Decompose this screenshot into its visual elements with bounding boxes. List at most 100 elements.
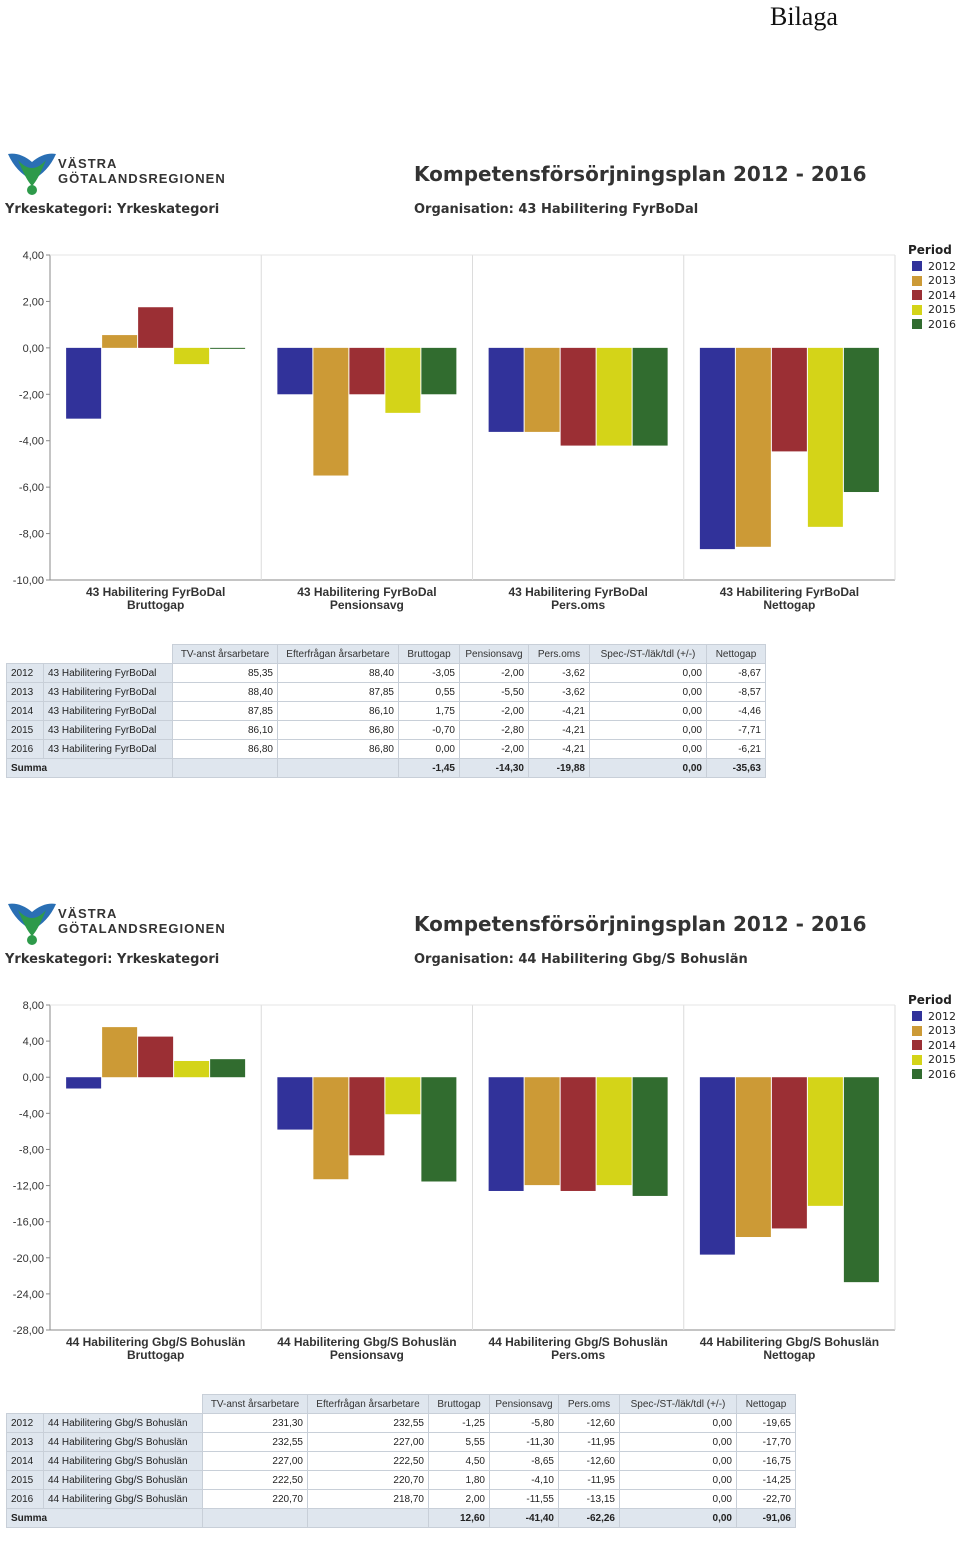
table-cell: -12,60 — [558, 1413, 620, 1433]
x-category-sublabel: Nettogap — [763, 598, 815, 612]
table-cell: 0,00 — [619, 1432, 737, 1452]
table-cell: -3,62 — [528, 682, 590, 702]
row-org: 43 Habilitering FyrBoDal — [43, 720, 173, 740]
y-tick-label: 4,00 — [23, 1036, 44, 1048]
row-year: 2016 — [6, 739, 44, 759]
data-table: TV-anst årsarbetare Efterfrågan årsarbeta… — [6, 1394, 796, 1528]
bar-2014-1 — [349, 347, 385, 395]
bar-2013-2 — [524, 1077, 560, 1186]
legend-label: 2015 — [928, 1053, 956, 1067]
sum-cell: -19,88 — [528, 758, 590, 778]
x-category-sublabel: Bruttogap — [127, 1348, 184, 1362]
bar-2012-2 — [488, 1077, 524, 1191]
table-cell: -22,70 — [736, 1489, 796, 1509]
row-year: 2012 — [6, 663, 44, 683]
x-category-label: 44 Habilitering Gbg/S Bohuslän — [488, 1335, 667, 1349]
table-cell: 0,00 — [589, 682, 707, 702]
y-tick-label: -4,00 — [19, 436, 44, 448]
table-row: 2016 44 Habilitering Gbg/S Bohuslän 220,70… — [6, 1489, 796, 1509]
bar-2014-0 — [138, 307, 174, 348]
bar-2016-3 — [843, 347, 879, 493]
report-title: Kompetensförsörjningsplan 2012 - 2016 — [414, 912, 867, 936]
bar-2014-1 — [349, 1077, 385, 1156]
legend-item-2012: 2012 — [908, 1009, 956, 1024]
table-cell: 0,00 — [619, 1470, 737, 1490]
column-header: Efterfrågan årsarbetare — [307, 1394, 429, 1414]
bar-2014-2 — [560, 347, 596, 446]
legend-item-2013: 2013 — [908, 1024, 956, 1039]
row-year: 2015 — [6, 720, 44, 740]
sum-cell — [202, 1508, 308, 1528]
row-org: 44 Habilitering Gbg/S Bohuslän — [43, 1451, 203, 1471]
table-cell: -16,75 — [736, 1451, 796, 1471]
x-category-sublabel: Nettogap — [763, 1348, 815, 1362]
chart-legend: Period 2012 2013 2014 2015 2016 — [908, 243, 956, 332]
table-cell: 0,00 — [589, 720, 707, 740]
table-cell: 0,00 — [619, 1489, 737, 1509]
table-cell: 220,70 — [307, 1470, 429, 1490]
column-header: TV-anst årsarbetare — [172, 644, 278, 664]
report-section-2: VÄSTRA GÖTALANDSREGIONEN Yrkeskategori: … — [0, 900, 960, 1550]
table-cell: -5,80 — [489, 1413, 559, 1433]
table-cell: 87,85 — [277, 682, 399, 702]
bar-2013-0 — [102, 335, 138, 348]
column-header: Pensionsavg — [489, 1394, 559, 1414]
x-category-sublabel: Bruttogap — [127, 598, 184, 612]
y-tick-label: -8,00 — [19, 529, 44, 541]
table-cell: 2,00 — [428, 1489, 490, 1509]
yrkeskategori-label: Yrkeskategori: Yrkeskategori — [5, 952, 220, 967]
row-year: 2013 — [6, 682, 44, 702]
table-cell: 86,10 — [172, 720, 278, 740]
y-tick-label: -2,00 — [19, 389, 44, 401]
vgr-logo-icon — [8, 903, 56, 945]
column-header: Spec-/ST-/läk/tdl (+/-) — [589, 644, 707, 664]
legend-item-2014: 2014 — [908, 1038, 956, 1053]
column-header: Bruttogap — [428, 1394, 490, 1414]
bar-2016-0 — [210, 347, 246, 349]
x-category-label: 44 Habilitering Gbg/S Bohuslän — [66, 1335, 245, 1349]
table-cell: 227,00 — [307, 1432, 429, 1452]
table-cell: 88,40 — [172, 682, 278, 702]
table-cell: -1,25 — [428, 1413, 490, 1433]
vgr-logo-icon — [8, 153, 56, 195]
table-row: 2013 44 Habilitering Gbg/S Bohuslän 232,55… — [6, 1432, 796, 1452]
sum-row: Summa -1,45 -14,30 -19,88 0,00 -35,63 — [6, 758, 766, 778]
y-tick-label: -4,00 — [19, 1108, 44, 1120]
bar-2015-1 — [385, 347, 421, 413]
report-title: Kompetensförsörjningsplan 2012 - 2016 — [414, 162, 867, 186]
table-cell: 0,00 — [619, 1451, 737, 1471]
bar-2016-3 — [843, 1077, 879, 1283]
table-cell: 0,00 — [589, 739, 707, 759]
bar-2013-1 — [313, 347, 349, 476]
bar-2014-3 — [771, 1077, 807, 1229]
table-cell: -11,95 — [558, 1432, 620, 1452]
sum-label: Summa — [6, 1508, 203, 1528]
table-row: 2014 44 Habilitering Gbg/S Bohuslän 227,00… — [6, 1451, 796, 1471]
chart-legend: Period 2012 2013 2014 2015 2016 — [908, 993, 956, 1082]
x-category-label: 44 Habilitering Gbg/S Bohuslän — [700, 1335, 879, 1349]
y-tick-label: -28,00 — [13, 1325, 44, 1337]
table-cell: -4,21 — [528, 739, 590, 759]
sum-cell — [277, 758, 399, 778]
table-cell: -8,57 — [706, 682, 766, 702]
legend-item-2013: 2013 — [908, 274, 956, 289]
row-org: 43 Habilitering FyrBoDal — [43, 663, 173, 683]
table-cell: 86,80 — [277, 739, 399, 759]
y-tick-label: -8,00 — [19, 1144, 44, 1156]
bar-2013-1 — [313, 1077, 349, 1180]
table-header-row: TV-anst årsarbetare Efterfrågan årsarbeta… — [6, 644, 766, 664]
row-year: 2016 — [6, 1489, 44, 1509]
legend-swatch — [912, 1069, 922, 1080]
column-header: Nettogap — [706, 644, 766, 664]
table-cell: -4,21 — [528, 701, 590, 721]
y-tick-label: 0,00 — [23, 1072, 44, 1084]
legend-swatch — [912, 290, 922, 301]
table-cell: -3,05 — [398, 663, 460, 683]
table-cell: 0,00 — [619, 1413, 737, 1433]
sum-cell: -14,30 — [459, 758, 529, 778]
row-year: 2014 — [6, 701, 44, 721]
bar-2013-3 — [735, 1077, 771, 1238]
legend-item-2015: 2015 — [908, 1053, 956, 1068]
bar-2015-1 — [385, 1077, 421, 1115]
table-cell: 86,80 — [172, 739, 278, 759]
